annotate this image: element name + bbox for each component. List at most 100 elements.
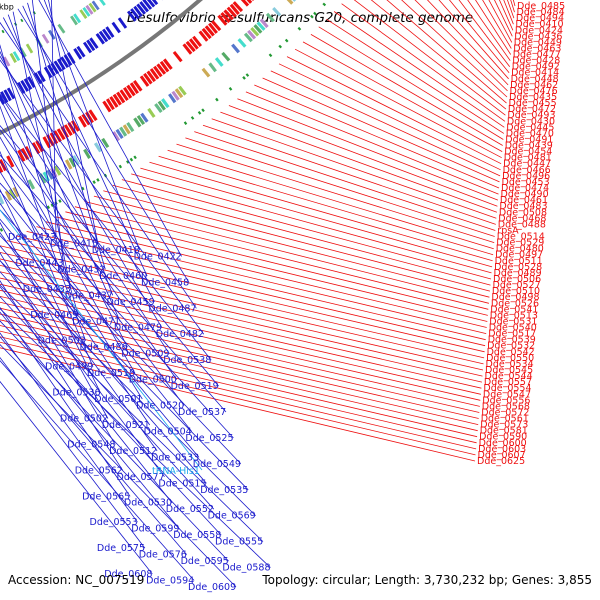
forward-gene-arrow	[88, 109, 98, 122]
forward-gene-arrow	[146, 70, 157, 83]
forward-gene-arrow	[192, 35, 203, 48]
forward-gene-label: Dde_0544	[485, 371, 533, 382]
gc-skew-tick	[183, 121, 188, 125]
backbone-circle	[0, 0, 204, 136]
forward-leader-line	[93, 195, 490, 298]
reverse-leader-line	[0, 218, 200, 458]
reverse-gene-arrow	[98, 30, 109, 43]
cog-category-tile	[231, 43, 241, 54]
reverse-gene-label: Dde_0500	[129, 375, 177, 386]
forward-leader-line	[302, 41, 503, 152]
reverse-leader-line	[0, 296, 222, 536]
forward-gene-arrow	[172, 50, 183, 63]
cog-category-tile	[147, 107, 156, 118]
forward-gene-label: Dde_0428	[512, 56, 560, 67]
reverse-gene-arrow	[82, 41, 93, 54]
forward-leader-line	[0, 251, 484, 365]
reverse-gene-label: Dde_0458	[141, 277, 189, 288]
forward-leader-line	[353, 0, 506, 116]
forward-gene-label: Dde_0494	[516, 13, 564, 24]
reverse-leader-line	[0, 284, 264, 542]
forward-gene-arrow	[126, 84, 136, 97]
forward-leader-line	[341, 3, 506, 122]
forward-gene-arrow	[198, 30, 209, 42]
forward-gene-arrow	[240, 0, 250, 7]
cog-category-tile	[70, 15, 78, 26]
reverse-leader-line	[17, 8, 190, 283]
forward-gene-label: Dde_0445	[506, 122, 554, 133]
cog-category-tile	[161, 98, 170, 109]
reverse-leader-line	[0, 235, 249, 491]
reverse-gene-label: Dde_0609	[188, 582, 236, 593]
forward-gene-label: Dde_0526	[491, 298, 539, 309]
rna-gene-label: tRNA-His1	[152, 466, 200, 477]
forward-gene-arrow	[185, 40, 196, 53]
forward-leader-line	[74, 206, 489, 310]
reverse-leader-line	[0, 128, 178, 380]
forward-gene-arrow	[123, 86, 133, 99]
reverse-leader-line	[0, 259, 165, 478]
forward-leader-line	[46, 221, 487, 328]
reverse-leader-line	[31, 0, 64, 263]
forward-gene-label: Dde_0447	[503, 159, 551, 170]
reverse-gene-label: Dde_0525	[185, 433, 233, 444]
forward-gene-label: Dde_0506	[493, 274, 541, 285]
forward-gene-label: Dde_0532	[487, 341, 535, 352]
reverse-gene-label: Dde_0558	[173, 530, 221, 541]
reverse-leader-line	[0, 320, 229, 562]
gc-skew-tick	[20, 18, 24, 23]
forward-gene-label: Dde_0581	[480, 426, 528, 437]
genome-summary: Topology: circular; Length: 3,730,232 bp…	[262, 573, 592, 587]
reverse-gene-label: Dde_0538	[163, 355, 211, 366]
forward-gene-label: Dde_0557	[484, 377, 532, 388]
forward-leader-line	[245, 91, 499, 195]
reverse-gene-arrow	[86, 39, 96, 52]
reverse-gene-label: Dde_0535	[200, 485, 248, 496]
forward-gene-label: Dde_0542	[487, 347, 535, 358]
gc-skew-tick	[313, 11, 317, 16]
reverse-leader-line	[0, 343, 237, 588]
reverse-gene-label: Dde_0423	[8, 232, 56, 243]
reverse-leader-line	[0, 188, 101, 393]
cog-category-tile	[201, 67, 211, 78]
cog-category-tile	[57, 23, 66, 34]
reverse-leader-line	[0, 150, 94, 367]
gc-skew-tick	[242, 76, 246, 80]
rna-leader-line	[0, 209, 203, 471]
cog-category-tile	[126, 122, 135, 133]
forward-gene-label: Dde_0529	[496, 238, 544, 249]
reverse-leader-line	[0, 94, 170, 354]
forward-gene-arrow	[17, 149, 26, 162]
forward-gene-label: Dde_0410	[515, 19, 563, 30]
reverse-leader-line	[0, 125, 219, 387]
gc-skew-tick	[133, 155, 137, 160]
reverse-gene-arrow	[53, 60, 63, 73]
reverse-gene-arrow	[136, 3, 146, 15]
forward-leader-line	[286, 56, 502, 165]
reverse-gene-label: Dde_0415	[50, 239, 98, 250]
gc-skew-tick	[118, 164, 123, 169]
forward-gene-arrow	[226, 6, 237, 18]
forward-gene-arrow	[109, 96, 119, 108]
reverse-gene-label: Dde_0502	[60, 414, 108, 425]
cog-category-tile	[136, 114, 146, 126]
forward-leader-line	[16, 235, 486, 347]
forward-gene-arrow	[42, 136, 52, 149]
reverse-gene-label: Dde_0594	[146, 576, 194, 587]
cog-category-tile	[243, 32, 253, 43]
reverse-gene-label: Dde_0469	[30, 310, 78, 321]
cog-category-tile	[91, 0, 100, 11]
forward-gene-label: Dde_0424	[515, 25, 563, 36]
reverse-leader-line	[0, 93, 212, 361]
reverse-gene-label: Dde_0501	[94, 394, 142, 405]
forward-gene-arrow	[112, 93, 122, 106]
forward-gene-label: Dde_0462	[510, 80, 558, 91]
forward-leader-line	[254, 84, 500, 189]
cog-category-tile	[4, 190, 13, 201]
reverse-gene-label: Dde_0588	[222, 563, 270, 574]
reverse-gene-label: Dde_0486	[80, 342, 128, 353]
reverse-leader-line	[0, 252, 116, 445]
forward-gene-label: Dde_0508	[499, 207, 547, 218]
reverse-gene-arrow	[6, 87, 16, 100]
forward-gene-arrow	[6, 155, 15, 168]
